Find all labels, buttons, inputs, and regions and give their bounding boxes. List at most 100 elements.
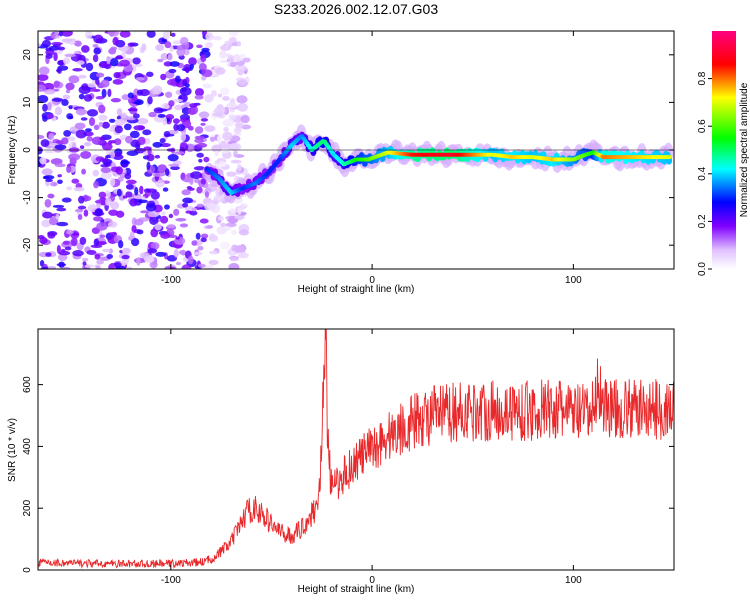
noise-cell [80, 117, 88, 121]
noise-cell [133, 218, 144, 226]
noise-cell [148, 111, 157, 118]
noise-cell [100, 171, 112, 180]
noise-cell [41, 219, 52, 228]
noise-cell [146, 71, 154, 78]
noise-cell [234, 122, 244, 128]
noise-cell [45, 53, 53, 59]
noise-cell [169, 45, 174, 53]
y-tick-label: 10 [22, 96, 33, 108]
noise-cell [106, 254, 113, 259]
noise-cell [49, 181, 58, 187]
noise-cell [150, 191, 160, 200]
noise-cell [75, 208, 84, 213]
noise-cell [189, 63, 195, 70]
noise-cell [204, 125, 216, 132]
noise-cell [225, 53, 231, 58]
noise-cell [94, 209, 103, 217]
noise-cell [65, 82, 75, 91]
noise-cell [121, 46, 127, 55]
noise-cell [101, 142, 113, 151]
noise-cell [72, 67, 83, 72]
noise-cell [51, 97, 64, 102]
noise-cell [187, 255, 194, 265]
noise-cell [214, 67, 226, 75]
noise-cell [133, 125, 146, 131]
noise-cell [66, 165, 72, 174]
noise-cell [131, 237, 140, 247]
y-tick-label: 600 [22, 376, 33, 393]
noise-cell [199, 218, 209, 224]
noise-cell [198, 63, 207, 72]
noise-cell [168, 163, 180, 167]
noise-cell [120, 112, 127, 119]
noise-cell [147, 96, 153, 105]
noise-cell [127, 98, 133, 104]
noise-cell [54, 31, 59, 36]
noise-cell [182, 202, 189, 208]
spectrogram-x-axis-label: Height of straight line (km) [298, 284, 415, 295]
noise-cell [129, 130, 140, 139]
noise-cell [164, 266, 172, 269]
noise-cell [85, 128, 92, 132]
noise-cell [56, 263, 67, 267]
noise-cell [74, 40, 82, 47]
noise-cell [73, 187, 85, 192]
noise-cell [160, 232, 171, 239]
noise-cell [123, 123, 132, 131]
noise-cell [139, 210, 150, 214]
noise-cell [38, 66, 50, 76]
noise-cell [39, 236, 48, 244]
noise-cell [137, 136, 146, 146]
noise-cell [81, 168, 86, 175]
noise-cell [83, 209, 89, 217]
noise-cell [82, 257, 89, 262]
noise-cell [175, 236, 181, 240]
noise-cell [163, 130, 171, 138]
spectrogram-image [38, 31, 674, 269]
noise-cell [48, 45, 60, 51]
noise-cell [72, 250, 84, 257]
noise-cell [114, 125, 123, 134]
snr-frame [37, 328, 675, 571]
noise-cell [96, 259, 104, 265]
noise-cell [93, 124, 100, 131]
noise-cell [200, 237, 207, 243]
y-tick-label: 0 [22, 147, 33, 153]
snr-y-axis-label: SNR (10 * v/v) [7, 418, 18, 482]
noise-cell [53, 80, 61, 88]
noise-cell [52, 204, 65, 208]
noise-cell [68, 153, 81, 161]
noise-cell [240, 115, 250, 124]
noise-cell [84, 31, 93, 39]
noise-cell [146, 31, 156, 38]
noise-cell [66, 186, 73, 191]
noise-cell [136, 117, 149, 125]
noise-cell [38, 42, 41, 47]
noise-cell [83, 94, 93, 102]
noise-cell [78, 93, 85, 100]
noise-cell [185, 66, 190, 74]
noise-cell [119, 59, 130, 67]
noise-cell [96, 72, 105, 78]
noise-cell [109, 177, 116, 187]
noise-cell [107, 221, 118, 228]
noise-cell [77, 214, 83, 220]
noise-cell [125, 183, 134, 190]
noise-cell [125, 135, 133, 144]
noise-cell [141, 43, 147, 52]
noise-cell [176, 124, 186, 132]
noise-cell [61, 31, 73, 37]
noise-cell [112, 154, 124, 160]
noise-cell [191, 240, 198, 246]
noise-cell [146, 153, 155, 162]
noise-cell [226, 171, 237, 177]
x-tick-label: 0 [369, 275, 375, 286]
noise-cell [55, 213, 60, 220]
noise-cell [48, 132, 55, 141]
noise-cell [242, 57, 251, 63]
noise-cell [94, 199, 106, 204]
noise-cell [166, 255, 178, 262]
noise-cell [203, 156, 210, 163]
noise-cell [217, 93, 223, 98]
noise-cell [184, 83, 190, 88]
